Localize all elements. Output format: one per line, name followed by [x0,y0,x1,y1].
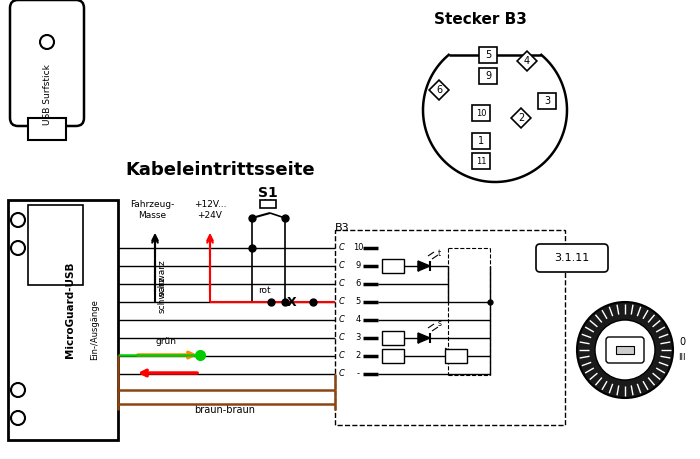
Bar [260,200,276,208]
FancyBboxPatch shape [536,244,608,272]
Bar [28,118,66,140]
FancyBboxPatch shape [517,51,537,71]
Bar [8,200,118,440]
Text: schwarz: schwarz [158,260,167,297]
Text: +12V...
+24V: +12V... +24V [194,200,226,220]
Text: Fahrzeug-
Masse: Fahrzeug- Masse [130,200,174,220]
Text: S1: S1 [258,186,278,200]
Text: grün: grün [155,337,176,347]
Polygon shape [418,261,430,271]
Text: Ein-/Ausgänge: Ein-/Ausgänge [90,300,99,360]
Bar [538,93,556,109]
Bar [616,346,634,354]
Text: 3: 3 [544,96,550,106]
Text: USB Surfstick: USB Surfstick [43,65,52,125]
Text: 0: 0 [679,337,685,347]
Bar [472,153,490,169]
Text: MicroGuard-USB: MicroGuard-USB [65,262,75,358]
Text: 4: 4 [524,56,530,66]
Text: 5: 5 [485,50,491,60]
Bar [479,47,497,63]
Text: 10: 10 [353,244,363,252]
Text: III: III [678,353,686,363]
Text: C: C [339,280,345,289]
Circle shape [11,411,25,425]
Text: rot: rot [258,286,270,295]
Circle shape [11,383,25,397]
Text: 3: 3 [356,334,360,342]
FancyBboxPatch shape [10,0,84,126]
Text: 6: 6 [436,85,442,95]
Text: B3: B3 [335,223,349,233]
Text: 11: 11 [476,157,486,166]
Text: 6: 6 [356,280,360,289]
Text: C: C [339,334,345,342]
Text: C: C [339,297,345,307]
Text: X: X [287,297,297,309]
Circle shape [577,302,673,398]
Text: C: C [339,262,345,270]
Bar [472,105,490,121]
FancyBboxPatch shape [429,80,449,100]
Text: 4: 4 [356,315,360,325]
FancyBboxPatch shape [511,108,531,128]
Text: C: C [339,244,345,252]
Circle shape [40,35,54,49]
Text: 2: 2 [518,113,524,123]
Text: 10: 10 [476,108,486,118]
FancyBboxPatch shape [606,337,644,363]
Bar [335,230,565,425]
Text: t: t [438,250,441,258]
Bar [479,68,497,84]
Circle shape [11,241,25,255]
Text: C: C [339,352,345,360]
Circle shape [595,320,655,380]
Polygon shape [418,333,430,343]
Text: 5: 5 [356,297,360,307]
Bar [445,349,467,363]
Text: 1: 1 [478,136,484,146]
Bar [382,349,404,363]
Text: C: C [339,369,345,379]
Text: Kabeleintrittsseite: Kabeleintrittsseite [125,161,315,179]
Bar [28,205,83,285]
Text: s: s [438,319,442,329]
Text: 3.1.11: 3.1.11 [554,253,589,263]
Circle shape [11,213,25,227]
Bar [382,331,404,345]
Text: -: - [356,369,360,379]
Text: Stecker B3: Stecker B3 [433,12,526,28]
Bar [382,259,404,273]
Text: schwarz: schwarz [158,277,167,313]
Text: braun-braun: braun-braun [195,405,256,415]
Bar [472,133,490,149]
Text: C: C [339,315,345,325]
Text: 9: 9 [356,262,360,270]
Text: 2: 2 [356,352,360,360]
Text: 9: 9 [485,71,491,81]
